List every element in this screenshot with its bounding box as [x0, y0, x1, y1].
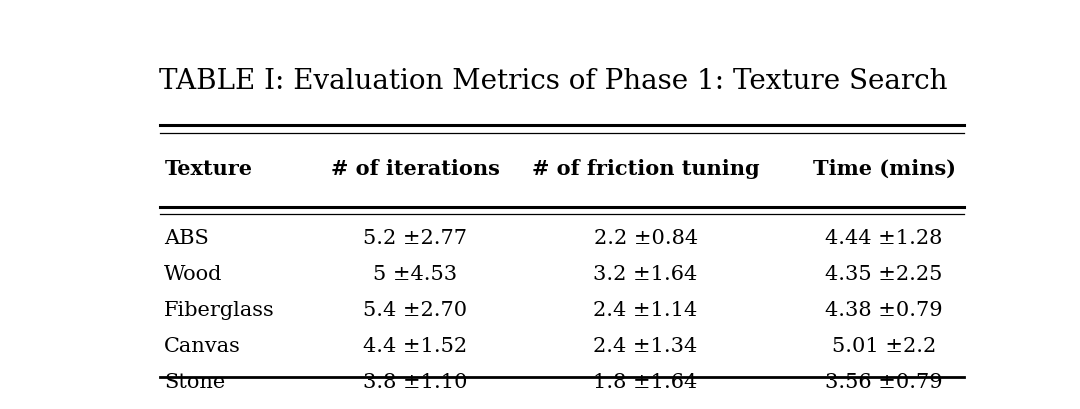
Text: Texture: Texture	[164, 159, 253, 179]
Text: 3.8 ±1.10: 3.8 ±1.10	[363, 373, 468, 392]
Text: 5 ±4.53: 5 ±4.53	[374, 265, 458, 284]
Text: 4.35 ±2.25: 4.35 ±2.25	[825, 265, 943, 284]
Text: 1.8 ±1.64: 1.8 ±1.64	[593, 373, 698, 392]
Text: 4.4 ±1.52: 4.4 ±1.52	[363, 337, 468, 356]
Text: 3.56 ±0.79: 3.56 ±0.79	[825, 373, 943, 392]
Text: Wood: Wood	[164, 265, 222, 284]
Text: # of friction tuning: # of friction tuning	[531, 159, 759, 179]
Text: 4.38 ±0.79: 4.38 ±0.79	[825, 301, 943, 320]
Text: 5.2 ±2.77: 5.2 ±2.77	[363, 229, 468, 247]
Text: Canvas: Canvas	[164, 337, 241, 356]
Text: 2.4 ±1.34: 2.4 ±1.34	[593, 337, 698, 356]
Text: Fiberglass: Fiberglass	[164, 301, 275, 320]
Text: Time (mins): Time (mins)	[812, 159, 956, 179]
Text: 2.2 ±0.84: 2.2 ±0.84	[594, 229, 698, 247]
Text: 3.2 ±1.64: 3.2 ±1.64	[593, 265, 698, 284]
Text: 5.01 ±2.2: 5.01 ±2.2	[832, 337, 936, 356]
Text: 2.4 ±1.14: 2.4 ±1.14	[593, 301, 698, 320]
Text: 5.4 ±2.70: 5.4 ±2.70	[363, 301, 468, 320]
Text: TABLE I: Evaluation Metrics of Phase 1: Texture Search: TABLE I: Evaluation Metrics of Phase 1: …	[159, 68, 948, 95]
Text: # of iterations: # of iterations	[330, 159, 500, 179]
Text: Stone: Stone	[164, 373, 226, 392]
Text: ABS: ABS	[164, 229, 210, 247]
Text: 4.44 ±1.28: 4.44 ±1.28	[825, 229, 943, 247]
